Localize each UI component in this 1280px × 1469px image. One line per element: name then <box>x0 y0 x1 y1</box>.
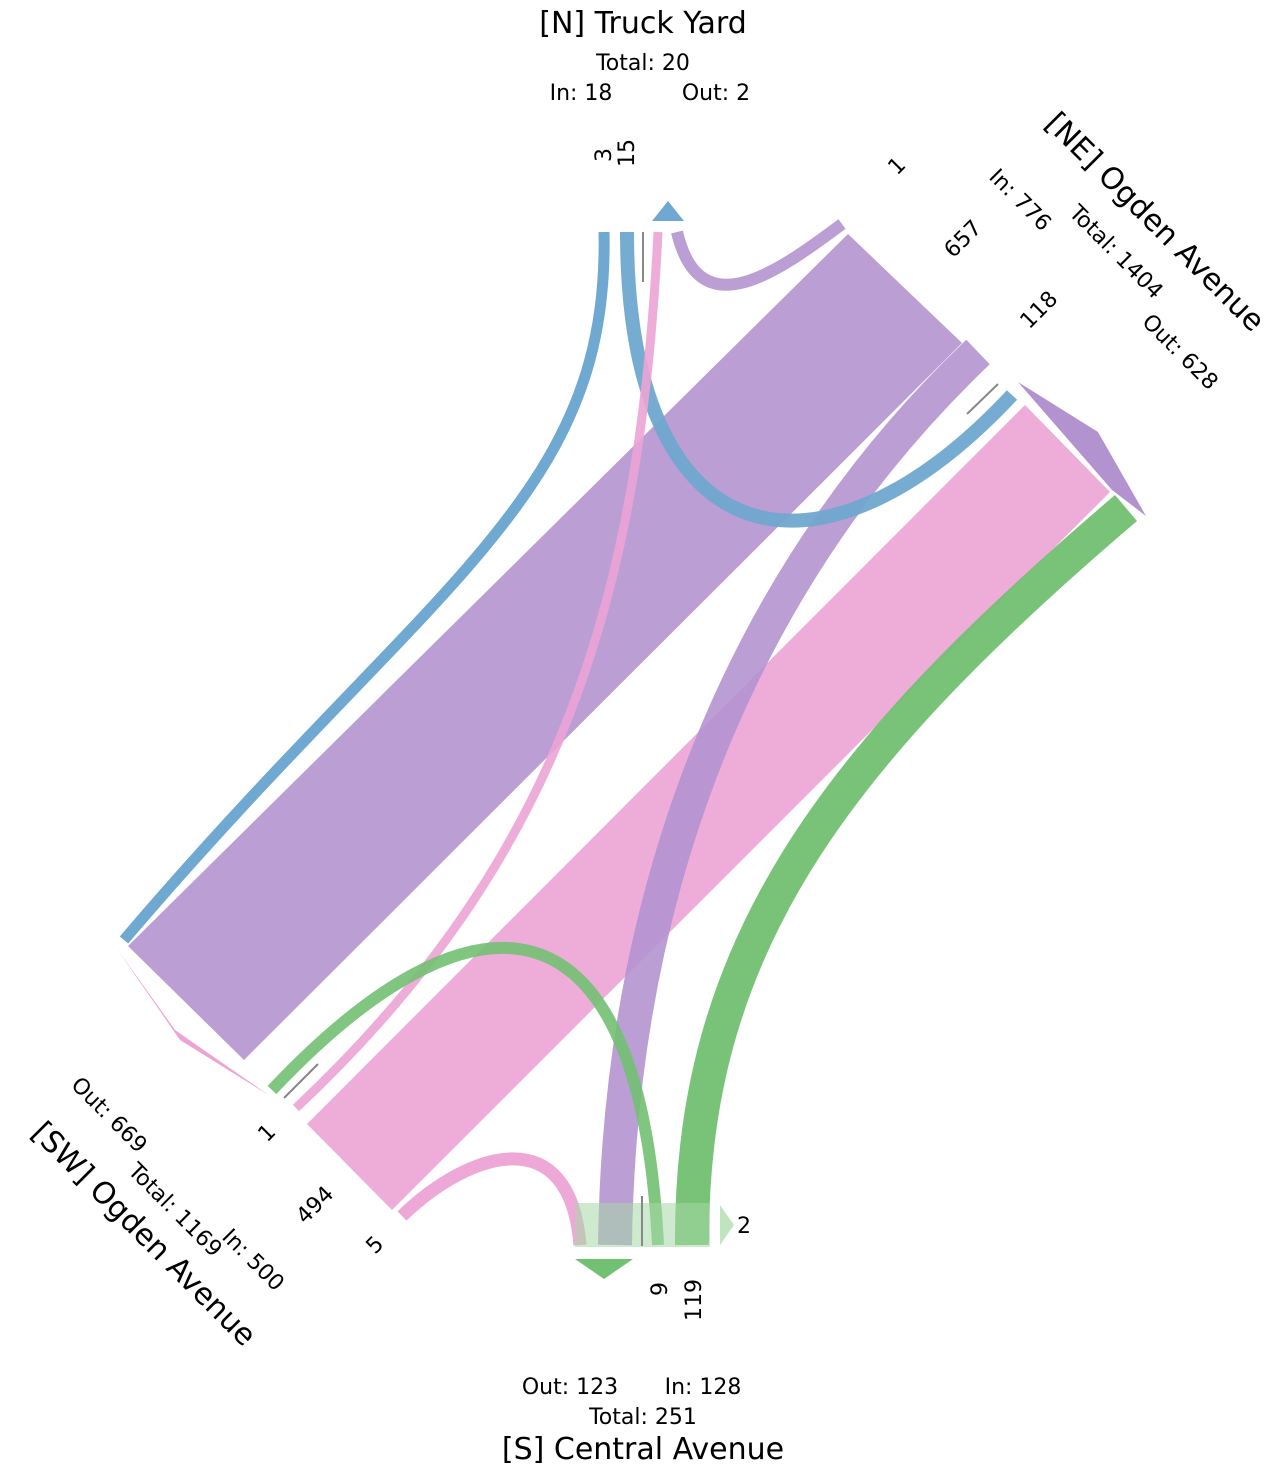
north-leg-total: Total: 20 <box>595 51 690 76</box>
north-leg-labels: [N] Truck Yard Total: 20 In: 18 Out: 2 3… <box>539 6 750 167</box>
leg-markers <box>115 201 1146 1279</box>
flow-s-to-ne <box>674 495 1138 1246</box>
flow-ne-to-n <box>671 219 846 291</box>
south-exit-arrow <box>575 1259 633 1279</box>
north-leg-out: Out: 2 <box>682 81 750 106</box>
south-leg-labels: [S] Central Avenue Total: 251 Out: 123 I… <box>502 1214 784 1467</box>
southwest-movement-label-a: 1 <box>254 1120 282 1148</box>
south-leg-in: In: 128 <box>665 1375 742 1400</box>
flow-s-to-sw <box>267 942 664 1246</box>
south-uturn-label: 2 <box>737 1214 751 1239</box>
southwest-movement-label-c: 5 <box>362 1232 390 1260</box>
flow-ne-to-sw <box>128 234 962 1060</box>
northeast-leg-out: Out: 628 <box>1137 310 1223 396</box>
south-leg-total: Total: 251 <box>588 1405 697 1430</box>
flow-bands <box>119 219 1138 1246</box>
north-leg-name: [N] Truck Yard <box>539 6 746 41</box>
southwest-leg-in: In: 500 <box>217 1224 289 1296</box>
north-movement-label-b: 15 <box>615 139 640 167</box>
north-leg-in: In: 18 <box>550 81 613 106</box>
south-leg-name: [S] Central Avenue <box>502 1432 784 1467</box>
south-leg-out: Out: 123 <box>522 1375 618 1400</box>
flow-ne-to-s <box>598 339 990 1246</box>
northeast-leg-in: In: 776 <box>984 164 1056 236</box>
flow-sw-to-s <box>397 1152 587 1246</box>
flow-sw-to-n <box>292 231 663 1112</box>
northeast-movement-label-a: 1 <box>884 153 912 181</box>
southwest-movement-label-b: 494 <box>292 1182 339 1229</box>
flow-sw-to-ne <box>307 405 1110 1210</box>
southwest-lane-divider <box>283 1063 319 1099</box>
north-movement-label-a: 3 <box>592 148 617 162</box>
northeast-movement-label-b: 657 <box>940 216 987 263</box>
south-uturn-arrow <box>720 1205 734 1245</box>
south-movement-label-b: 119 <box>682 1279 707 1321</box>
north-exit-arrow <box>652 201 684 221</box>
flow-n-to-ne <box>620 231 1018 528</box>
south-movement-label-a: 9 <box>648 1282 673 1296</box>
northeast-exit-marker <box>1018 382 1146 516</box>
northeast-lane-divider <box>966 383 999 415</box>
northeast-movement-label-c: 118 <box>1016 287 1063 334</box>
flow-n-to-sw <box>119 231 610 944</box>
